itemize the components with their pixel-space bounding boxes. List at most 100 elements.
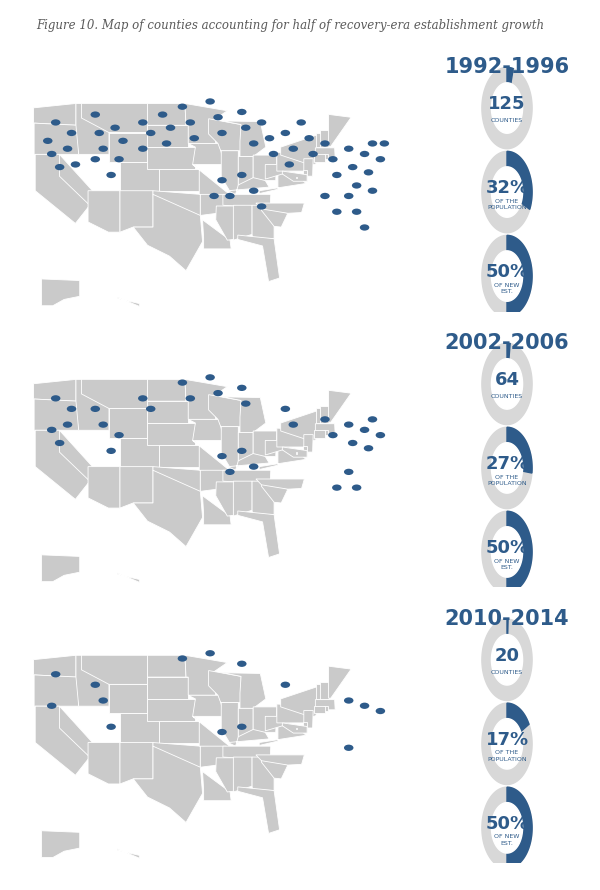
Polygon shape [203,220,231,249]
Polygon shape [185,655,227,695]
Circle shape [91,682,100,688]
Polygon shape [223,673,266,708]
Polygon shape [256,203,304,214]
Polygon shape [281,133,324,166]
Text: OF NEW
EST.: OF NEW EST. [494,835,520,846]
Circle shape [225,469,235,475]
Circle shape [249,464,259,470]
Circle shape [320,193,330,199]
Polygon shape [148,699,196,721]
Polygon shape [228,178,269,194]
Circle shape [332,172,341,178]
Polygon shape [304,158,313,176]
Polygon shape [265,441,292,455]
Circle shape [114,432,124,438]
Circle shape [281,130,290,136]
Polygon shape [507,619,508,659]
Circle shape [205,98,215,105]
Polygon shape [148,125,188,147]
Polygon shape [252,206,274,239]
Circle shape [91,156,100,162]
Polygon shape [482,619,532,700]
Polygon shape [491,166,523,217]
Polygon shape [148,379,186,401]
Polygon shape [193,441,230,473]
Polygon shape [238,433,253,461]
Polygon shape [482,68,532,149]
Text: 2002-2006: 2002-2006 [445,333,569,352]
Circle shape [352,208,361,214]
Polygon shape [283,723,307,733]
Polygon shape [262,481,288,503]
Circle shape [138,146,148,152]
Polygon shape [233,481,252,516]
Polygon shape [482,511,532,593]
Polygon shape [324,706,328,710]
Polygon shape [507,703,529,744]
Circle shape [217,729,227,735]
Polygon shape [76,379,109,430]
Polygon shape [283,171,307,182]
Polygon shape [256,479,304,490]
Circle shape [368,188,377,194]
Circle shape [118,138,128,144]
Polygon shape [482,344,532,425]
Polygon shape [88,742,120,784]
Circle shape [368,417,377,423]
Circle shape [178,379,187,385]
Polygon shape [148,103,186,125]
Circle shape [257,119,266,125]
Circle shape [352,182,361,189]
Circle shape [249,141,259,147]
Polygon shape [253,155,277,181]
Polygon shape [252,757,274,790]
Polygon shape [320,130,329,147]
Polygon shape [82,103,148,133]
Polygon shape [304,710,313,728]
Polygon shape [507,68,513,108]
Polygon shape [82,379,148,409]
Polygon shape [324,430,328,434]
Circle shape [344,745,353,751]
Polygon shape [209,670,241,702]
Polygon shape [482,427,532,508]
Polygon shape [35,706,90,775]
Text: COUNTIES: COUNTIES [491,393,523,399]
Polygon shape [41,830,80,858]
Polygon shape [482,703,532,784]
Polygon shape [233,206,252,240]
Circle shape [237,384,247,391]
Polygon shape [223,397,266,433]
Polygon shape [209,394,241,426]
Polygon shape [329,667,351,698]
Polygon shape [304,434,313,452]
Polygon shape [41,554,80,582]
Text: OF THE
POPULATION: OF THE POPULATION [487,474,527,486]
Polygon shape [200,194,226,215]
Polygon shape [253,707,277,732]
Polygon shape [491,635,523,685]
Polygon shape [221,150,238,190]
Polygon shape [109,133,148,162]
Text: 20: 20 [494,647,520,665]
Circle shape [284,161,294,167]
Polygon shape [281,409,324,441]
Circle shape [63,146,73,152]
Text: 125: 125 [488,95,526,113]
Polygon shape [188,143,224,165]
Polygon shape [228,730,269,746]
Circle shape [376,708,385,714]
Polygon shape [320,406,329,423]
Polygon shape [265,165,292,179]
Circle shape [364,445,373,451]
Circle shape [146,406,155,412]
Circle shape [344,146,353,152]
Polygon shape [491,251,523,302]
Circle shape [237,660,247,667]
Polygon shape [35,430,90,499]
Polygon shape [120,190,153,232]
Polygon shape [316,409,326,423]
Circle shape [265,135,274,142]
Circle shape [47,150,56,158]
Polygon shape [133,746,203,822]
